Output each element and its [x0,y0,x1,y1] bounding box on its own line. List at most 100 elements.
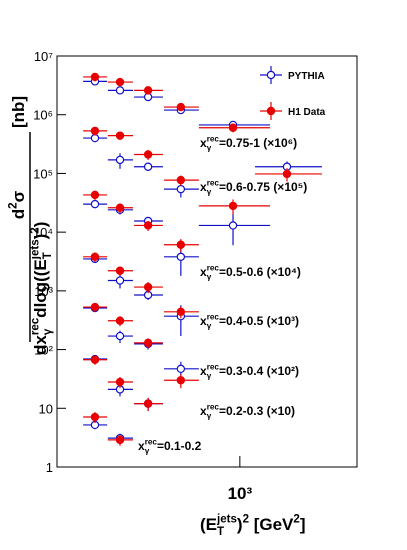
text-part: T [217,526,224,538]
x-axis-label: (Ejets T)2 [GeV2] [200,513,306,538]
marker [143,221,153,230]
marker [115,77,125,87]
text-part: x [200,136,207,150]
marker [176,364,186,374]
text-part: ) [31,234,50,240]
marker [90,302,100,312]
marker [176,376,186,385]
marker [115,331,125,341]
text-part: x [200,265,207,279]
text-part: =0.3-0.4 (×10²) [219,364,299,378]
text-part: x [200,314,207,328]
text-part: γ [42,328,54,335]
x-tick-label: 10³ [228,484,253,503]
text-part: γ [207,273,212,282]
text-part: γ [207,412,212,421]
text-part: =0.4-0.5 (×10³) [219,314,299,328]
text-part: 2 [7,202,19,208]
marker [115,203,125,212]
text-part: ] [300,515,306,534]
marker [115,131,125,140]
marker [90,72,100,82]
text-part: =0.2-0.3 (×10) [219,404,295,418]
text-part: rec [207,403,220,412]
marker [282,169,292,179]
text-part: γ [145,447,150,456]
marker [228,221,238,230]
text-part: x [200,364,207,378]
marker [115,377,125,387]
y-tick-label: 10⁶ [33,108,53,123]
marker [143,162,153,171]
text-part: γ [207,144,212,153]
y-tick-label: 10³ [34,284,53,299]
text-part: γ [207,372,212,381]
text-part: σ [9,190,28,202]
marker [176,307,186,316]
group-label: xrec γ =0.3-0.4 (×10²) [200,363,299,381]
marker [90,412,100,422]
marker [115,435,125,445]
marker [115,266,125,275]
marker [115,276,125,285]
marker [228,123,238,132]
marker [143,282,153,292]
text-part: =0.1-0.2 [157,439,202,453]
text-part: rec [207,313,220,322]
marker [176,175,186,185]
plot-frame [56,55,358,468]
legend-marker [266,106,276,116]
marker [176,240,186,249]
y-tick-label: 10⁴ [33,225,53,240]
group-label: xrec γ =0.4-0.5 (×10³) [200,313,299,331]
text-part: rec [145,438,158,447]
marker [115,316,125,325]
group-label: xrec γ =0.2-0.3 (×10) [200,403,295,421]
legend-marker [266,70,276,80]
y-tick-label: 10⁵ [33,166,53,181]
marker [143,399,153,408]
marker [90,126,100,136]
text-part: rec [207,363,220,372]
y-label-denominator: dxrecγ dlog((EjetsT)2) [29,222,54,355]
marker [115,155,125,165]
y-axis-label: dxrecγ dlog((EjetsT)2) [29,222,54,355]
y-tick-label: 10² [34,343,53,358]
y-axis-unit: [nb] [9,96,28,128]
group-label: xrec γ =0.5-0.6 (×10⁴) [200,264,301,282]
text-part: 2 [243,513,249,525]
marker [143,338,153,348]
y-tick-label: 1 [46,460,53,475]
marker [176,252,186,262]
text-part: rec [207,264,220,273]
text-part: dx [31,335,50,355]
legend-label: H1 Data [288,107,326,118]
marker [90,190,100,200]
group-label: xrec γ =0.6-0.75 (×10⁵) [200,179,307,197]
text-part: γ [207,188,212,197]
marker [90,199,100,209]
marker [176,102,186,112]
marker [228,201,238,211]
y-axis-label: d2σ [7,190,28,219]
marker [90,252,100,262]
marker [90,355,100,364]
text-part: =0.75-1 (×10⁶) [219,136,297,150]
text-part: d [9,209,28,219]
text-part: [GeV [249,515,294,534]
text-part: jets [216,513,237,525]
text-part: ) [31,222,50,228]
text-part: rec [207,135,220,144]
group-label: xrec γ =0.75-1 (×10⁶) [200,135,297,153]
marker [143,150,153,159]
text-part: (E [200,515,217,534]
text-part: rec [29,317,41,335]
text-part: jets [29,239,41,260]
y-label-numerator: d2σ [7,190,28,219]
text-part: ) [237,515,243,534]
text-part: γ [207,322,212,331]
group-label: xrec γ =0.1-0.2 [138,438,202,456]
text-part: x [200,404,207,418]
